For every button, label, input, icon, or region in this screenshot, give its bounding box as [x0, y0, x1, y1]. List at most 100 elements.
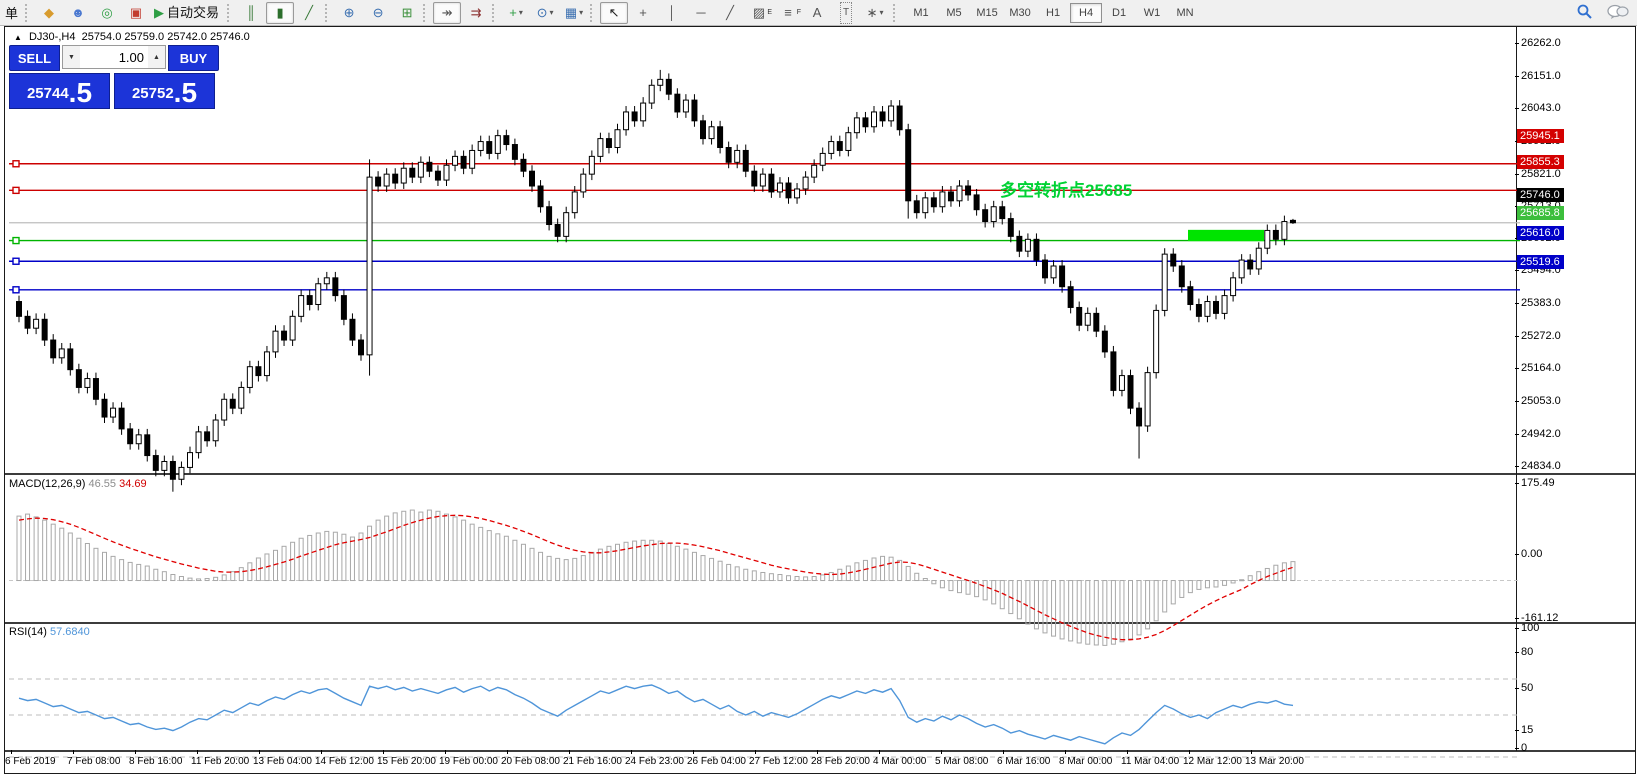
candle	[195, 425, 202, 459]
price-tick: 24942.0	[1521, 427, 1561, 440]
chat-icon[interactable]	[1607, 4, 1629, 20]
time-tick-mark	[941, 750, 942, 754]
candle	[16, 295, 22, 323]
line-handle[interactable]	[12, 257, 20, 265]
candle	[101, 393, 108, 423]
timeframe-m1[interactable]: M1	[913, 6, 929, 19]
market-icon[interactable]: ▣	[129, 4, 143, 20]
time-tick-label: 6 Mar 16:00	[997, 756, 1051, 767]
zoom-out-button[interactable]: ⊖	[372, 4, 384, 20]
chart-shift-button[interactable]: ⇉	[470, 4, 482, 20]
candle	[605, 132, 612, 154]
volume-decrease-button[interactable]: ▼	[63, 46, 80, 68]
templates-button[interactable]: ▦ ▾	[564, 4, 584, 20]
candle	[888, 100, 895, 127]
price-tick: 25164.0	[1521, 362, 1561, 375]
horizontal-line-25855.3[interactable]	[9, 186, 1520, 195]
candle	[50, 334, 57, 364]
time-tick-mark	[1003, 750, 1004, 754]
price-tick-mark	[1515, 107, 1519, 109]
favorites-icon[interactable]: ◆	[44, 4, 55, 20]
timeframes-toolbar: M1 M5 M15 M30 H1 H4 D1 W1 MN	[905, 1, 1201, 25]
line-handle[interactable]	[12, 186, 20, 195]
trendline-button[interactable]: ╱	[726, 4, 734, 20]
new-order-button[interactable]: 单	[5, 6, 19, 21]
buy-button[interactable]: BUY	[168, 45, 219, 71]
price-tick: 25272.0	[1521, 330, 1561, 343]
candle	[469, 144, 476, 175]
pane-separator-rsi[interactable]	[5, 622, 1635, 624]
line-handle[interactable]	[12, 236, 20, 245]
horizontal-line-button[interactable]: ─	[696, 4, 706, 20]
crosshair-button[interactable]: +	[639, 4, 647, 20]
time-tick-label: 8 Feb 16:00	[129, 756, 183, 767]
pane-separator-macd[interactable]	[5, 473, 1635, 475]
cursor-button[interactable]: ↖	[600, 1, 629, 24]
indicators-button[interactable]: + ▾	[509, 4, 523, 20]
timeframe-m5[interactable]: M5	[946, 6, 962, 19]
buy-price-display[interactable]: 25752.5	[114, 73, 215, 109]
rsi-title: RSI(14)	[9, 626, 47, 638]
price-tick-mark	[1515, 75, 1519, 77]
zoom-in-button[interactable]: ⊕	[343, 4, 355, 20]
candle	[871, 106, 877, 133]
tile-windows-button[interactable]: ⊞	[401, 4, 413, 20]
pivot-zone-rectangle[interactable]	[1188, 229, 1264, 242]
time-tick-mark	[879, 750, 880, 754]
candle	[426, 156, 433, 178]
text-button[interactable]: A	[812, 4, 822, 20]
price-tick: 25821.0	[1521, 167, 1561, 180]
candlestick-button[interactable]: ▮	[266, 1, 295, 24]
timeframe-m30[interactable]: M30	[1009, 6, 1031, 19]
bar-chart-button[interactable]: ║	[246, 4, 256, 20]
price-tick-mark	[1515, 270, 1519, 272]
candle	[332, 271, 339, 302]
sell-button[interactable]: SELL	[9, 45, 60, 71]
horizontal-line-25685.8[interactable]	[9, 236, 1520, 245]
time-tick-mark	[445, 750, 446, 754]
signal-icon[interactable]: ◎	[101, 4, 113, 20]
collapse-icon[interactable]: ▲	[14, 33, 22, 42]
candle	[92, 372, 99, 406]
volume-increase-button[interactable]: ▲	[148, 46, 165, 68]
candle	[1101, 325, 1108, 358]
candles-layer	[16, 69, 1296, 492]
autotrading-button[interactable]: ▶ 自动交易	[154, 4, 220, 20]
line-chart-button[interactable]: ╱	[305, 4, 313, 20]
horizontal-line-25519.6[interactable]	[9, 286, 1520, 294]
profile-icon[interactable]: ☻	[71, 4, 85, 20]
candle	[1136, 402, 1143, 459]
time-axis-line[interactable]	[5, 750, 1635, 752]
arrows-button[interactable]: ∗ ▾	[866, 4, 884, 20]
timeframe-m15[interactable]: M15	[976, 6, 998, 19]
channel-button[interactable]: ▨ E	[752, 4, 773, 20]
timeframe-w1[interactable]: W1	[1143, 6, 1161, 19]
vertical-line-button[interactable]: │	[667, 4, 677, 20]
fibonacci-button[interactable]: ≡ F	[784, 4, 802, 20]
timeframe-h4[interactable]: H4	[1070, 2, 1103, 23]
line-handle[interactable]	[12, 286, 20, 294]
timeframe-mn[interactable]: MN	[1176, 6, 1194, 19]
time-tick-label: 11 Feb 20:00	[191, 756, 250, 767]
periods-button[interactable]: ⊙ ▾	[536, 4, 554, 20]
horizontal-line-25945.1[interactable]	[9, 160, 1520, 168]
candle	[1127, 369, 1134, 415]
macd-tick: 175.49	[1521, 476, 1555, 489]
candle	[306, 289, 313, 311]
candle	[417, 156, 424, 184]
candle	[811, 159, 818, 184]
horizontal-line-25616.0[interactable]	[9, 257, 1520, 265]
sell-price-display[interactable]: 25744.5	[9, 73, 110, 109]
line-handle[interactable]	[12, 160, 20, 168]
candle	[674, 88, 681, 118]
timeframe-d1[interactable]: D1	[1112, 6, 1127, 19]
volume-input[interactable]	[80, 46, 148, 68]
search-icon[interactable]	[1576, 3, 1593, 20]
candle	[776, 177, 783, 198]
label-button[interactable]: T	[832, 1, 860, 24]
candle	[1264, 224, 1271, 255]
candle	[1213, 295, 1219, 320]
auto-scroll-button[interactable]: ↠	[433, 1, 462, 24]
time-tick-label: 15 Feb 20:00	[377, 756, 436, 767]
timeframe-h1[interactable]: H1	[1046, 6, 1061, 19]
